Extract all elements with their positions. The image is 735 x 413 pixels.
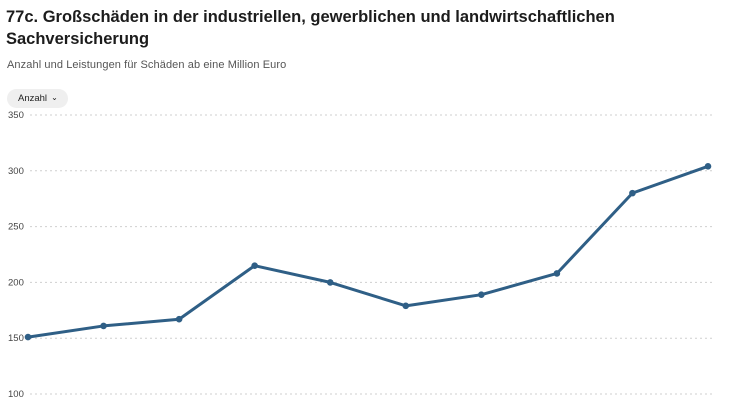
- y-axis-ticks: 350 300 250 200 150 100: [8, 110, 24, 400]
- y-tick-label: 200: [8, 277, 24, 288]
- data-point[interactable]: [629, 189, 636, 197]
- data-point[interactable]: [24, 333, 32, 341]
- metric-dropdown[interactable]: Anzahl ⌄: [7, 89, 68, 108]
- grid-lines: [30, 114, 713, 395]
- y-tick-label: 100: [8, 389, 24, 400]
- y-tick-label: 350: [8, 110, 24, 121]
- data-point[interactable]: [402, 302, 410, 310]
- metric-dropdown-label: Anzahl: [18, 93, 48, 104]
- data-point[interactable]: [100, 322, 107, 330]
- y-tick-label: 250: [8, 222, 24, 233]
- chevron-down-icon: ⌄: [51, 92, 58, 102]
- y-tick-label: 150: [8, 333, 24, 344]
- series-line: [26, 164, 710, 339]
- data-point[interactable]: [251, 262, 258, 269]
- data-point[interactable]: [553, 270, 561, 277]
- data-point[interactable]: [704, 163, 712, 170]
- data-point[interactable]: [175, 315, 183, 323]
- chart-subtitle: Anzahl und Leistungen für Schäden ab ein…: [7, 59, 287, 71]
- series-layer: [24, 163, 712, 341]
- data-point[interactable]: [326, 279, 334, 286]
- y-tick-label: 300: [8, 166, 24, 177]
- chart-title: 77c. Großschäden in der industriellen, g…: [6, 8, 615, 48]
- data-point[interactable]: [478, 291, 485, 298]
